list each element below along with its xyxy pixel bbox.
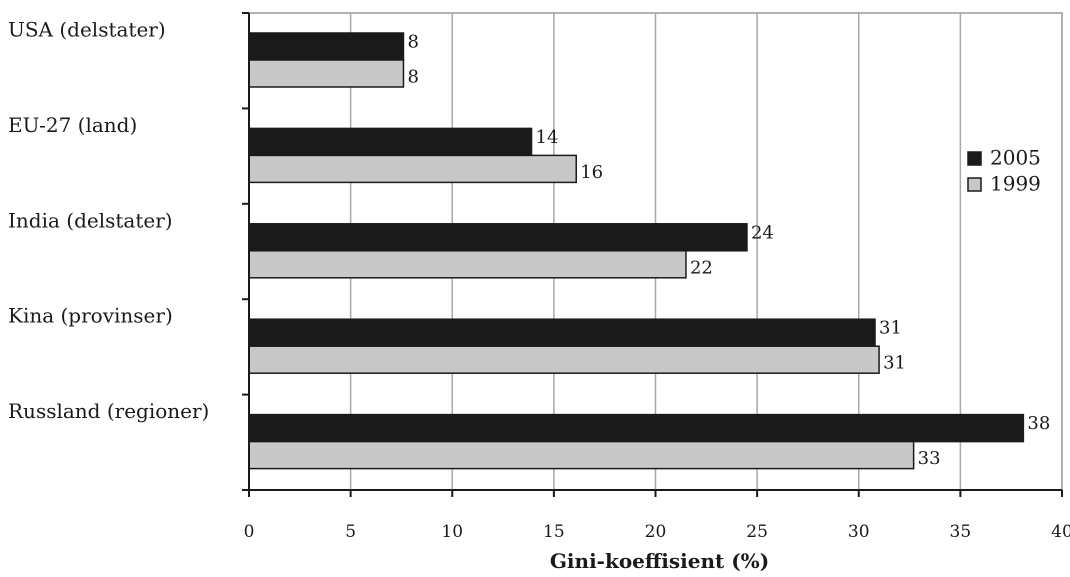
bar-1999-0 <box>248 59 405 88</box>
bar-2005-1 <box>248 127 533 157</box>
data-label-1999-2: 22 <box>690 257 713 278</box>
category-labels: USA (delstater) EU-27 (land) India (delsta… <box>8 18 209 424</box>
data-label-2005-1: 14 <box>536 127 559 148</box>
legend-label-1999: 1999 <box>990 172 1041 196</box>
data-label-1999-3: 31 <box>883 353 906 374</box>
category-label-4: Russland (regioner) <box>8 399 209 423</box>
data-label-1999-4: 33 <box>918 448 941 469</box>
category-label-0: USA (delstater) <box>8 18 166 42</box>
axes <box>242 12 1063 497</box>
x-tick-label-10: 10 <box>441 522 463 542</box>
x-axis-title: Gini-koeffisient (%) <box>550 549 769 573</box>
x-tick-label-15: 15 <box>543 522 565 542</box>
data-label-1999-0: 8 <box>407 67 418 88</box>
legend-swatch-2005 <box>967 151 982 166</box>
data-label-2005-4: 38 <box>1027 413 1050 434</box>
bar-2005-2 <box>248 223 748 252</box>
bars <box>248 32 1025 470</box>
x-tick-label-40: 40 <box>1051 522 1070 542</box>
bar-2005-3 <box>248 318 876 347</box>
data-label-1999-1: 16 <box>580 162 603 183</box>
x-tick-label-30: 30 <box>848 522 870 542</box>
legend-label-2005: 2005 <box>990 146 1041 170</box>
legend-swatch-1999 <box>967 177 982 192</box>
bar-1999-3 <box>248 345 880 374</box>
bar-2005-0 <box>248 32 405 61</box>
category-label-3: Kina (provinser) <box>8 304 173 328</box>
data-label-2005-2: 24 <box>751 222 774 243</box>
bar-1999-1 <box>248 154 577 184</box>
bar-1999-2 <box>248 250 687 279</box>
x-tick-label-25: 25 <box>746 522 768 542</box>
x-tick-label-20: 20 <box>645 522 667 542</box>
x-tick-label-35: 35 <box>950 522 972 542</box>
tick-labels: 0 5 10 15 20 25 30 35 40 <box>244 522 1070 542</box>
category-label-1: EU-27 (land) <box>8 113 137 137</box>
bar-2005-4 <box>248 413 1025 443</box>
data-label-2005-0: 8 <box>407 32 418 53</box>
data-label-2005-3: 31 <box>879 318 902 339</box>
x-tick-label-5: 5 <box>345 522 356 542</box>
bar-1999-4 <box>248 440 915 470</box>
x-tick-label-0: 0 <box>244 522 255 542</box>
category-label-2: India (delstater) <box>8 208 173 232</box>
data-labels: 8 8 14 16 24 22 31 31 38 33 <box>407 32 1050 470</box>
